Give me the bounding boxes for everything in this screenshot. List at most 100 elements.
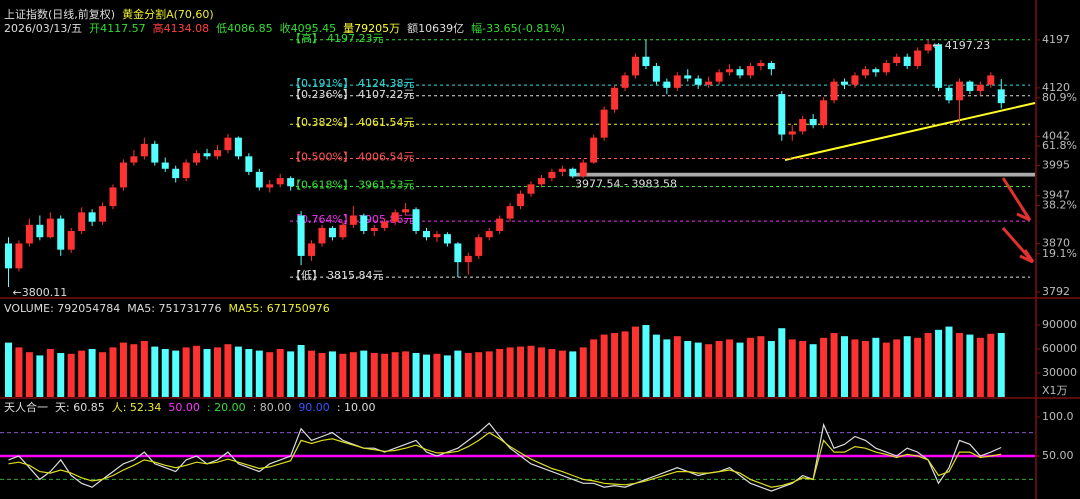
volume-bar	[632, 326, 639, 397]
fib-ratio: 【0.500%】	[290, 150, 354, 163]
volume-bar	[391, 352, 399, 397]
volume-bar	[506, 347, 514, 397]
header-text: 量79205万	[343, 22, 400, 35]
volume-bar	[255, 350, 263, 397]
candle-body	[652, 66, 660, 82]
candle-body	[997, 89, 1005, 104]
volume-bar	[517, 346, 525, 397]
header-text: : 10.00	[337, 401, 376, 414]
header-text: 收4095.45	[280, 21, 337, 35]
candle-body	[987, 75, 995, 85]
volume-bar	[893, 339, 901, 397]
volume-bar	[851, 339, 859, 397]
volume-bar	[799, 341, 807, 397]
volume-bar	[903, 336, 911, 397]
y-tick-label: 19.1%	[1042, 247, 1077, 260]
price-annotation: ←3800.11	[13, 286, 68, 299]
candle-body	[140, 143, 148, 157]
candle-body	[945, 87, 953, 101]
fib-price: 3815.84元	[327, 269, 384, 282]
volume-bar	[705, 344, 713, 397]
range-label: 3977.54 - 3983.58	[575, 178, 677, 191]
candle-body	[611, 87, 619, 110]
header-text: MA5: 751731776	[127, 302, 221, 315]
volume-bar	[673, 336, 681, 397]
volume-bar	[182, 347, 190, 397]
header-text: 50.00	[168, 401, 200, 414]
header-text: 幅-33.65(-0.81%)	[471, 22, 565, 35]
candle-body	[78, 212, 86, 232]
candle-body	[809, 118, 817, 126]
fib-price: 3961.53元	[358, 178, 415, 191]
candle-body	[99, 206, 107, 222]
candle-body	[485, 231, 493, 238]
volume-bar	[99, 352, 107, 397]
trend-line	[784, 102, 1036, 161]
volume-bar	[736, 342, 744, 397]
volume-bar	[496, 349, 504, 397]
candle-body	[715, 72, 723, 82]
candle-body	[705, 81, 713, 85]
volume-bar	[600, 334, 608, 397]
volume-bar	[841, 336, 848, 397]
volume-bar	[861, 341, 869, 397]
y-tick-label: 3995	[1042, 159, 1070, 172]
candle-body	[590, 137, 598, 163]
unit-label: X1万	[1042, 384, 1068, 397]
candle-body	[423, 231, 430, 238]
header-text: 90.00	[298, 401, 330, 414]
candle-body	[161, 162, 169, 169]
candle-body	[757, 62, 765, 67]
fib-ratio: 【低】	[290, 269, 323, 282]
fib-ratio: 【0.191%】	[290, 77, 354, 90]
fib-price: 4006.54元	[358, 150, 415, 163]
volume-bar	[694, 342, 702, 397]
candle-body	[412, 209, 420, 232]
volume-bar	[349, 352, 357, 397]
volume-bar	[914, 337, 922, 397]
candle-body	[506, 206, 514, 219]
candle-body	[297, 215, 305, 256]
candle-body	[976, 84, 984, 91]
volume-bar	[36, 355, 44, 397]
candle-body	[88, 212, 96, 222]
volume-bar	[537, 347, 545, 397]
volume-bar	[475, 352, 483, 397]
y-tick-label: 50.00	[1042, 449, 1074, 462]
candle-body	[308, 243, 316, 256]
volume-bar	[423, 354, 430, 397]
volume-bar	[308, 350, 316, 397]
candle-body	[57, 218, 65, 250]
volume-bar	[140, 341, 148, 397]
candle-body	[193, 153, 201, 163]
header-text: MA55: 671750976	[228, 302, 329, 315]
volume-bar	[642, 325, 650, 397]
y-tick-label: 3870	[1042, 236, 1070, 249]
fib-ratio: 【0.382%】	[290, 116, 354, 129]
volume-bar	[119, 342, 127, 397]
candle-body	[214, 150, 221, 157]
volume-bar	[46, 349, 54, 397]
candle-body	[36, 224, 44, 238]
candle-body	[935, 44, 943, 88]
candle-body	[25, 224, 33, 244]
candle-body	[454, 243, 462, 263]
volume-bar	[214, 347, 221, 397]
fib-ratio: 【高】	[290, 31, 323, 45]
fib-price: 4107.22元	[358, 88, 415, 101]
y-tick-label: 4197	[1042, 33, 1070, 46]
header-text: 人: 52.34	[112, 401, 162, 414]
y-tick-label: 4120	[1042, 81, 1070, 94]
volume-bar	[297, 345, 305, 397]
candle-body	[830, 81, 838, 101]
candle-body	[903, 56, 911, 67]
volume-bar	[715, 341, 723, 397]
volume-bar	[820, 337, 828, 397]
candle-body	[799, 118, 807, 132]
volume-bar	[5, 342, 12, 397]
candle-body	[663, 81, 671, 88]
candle-body	[360, 215, 368, 232]
candle-body	[119, 162, 127, 188]
volume-bar	[15, 347, 23, 397]
